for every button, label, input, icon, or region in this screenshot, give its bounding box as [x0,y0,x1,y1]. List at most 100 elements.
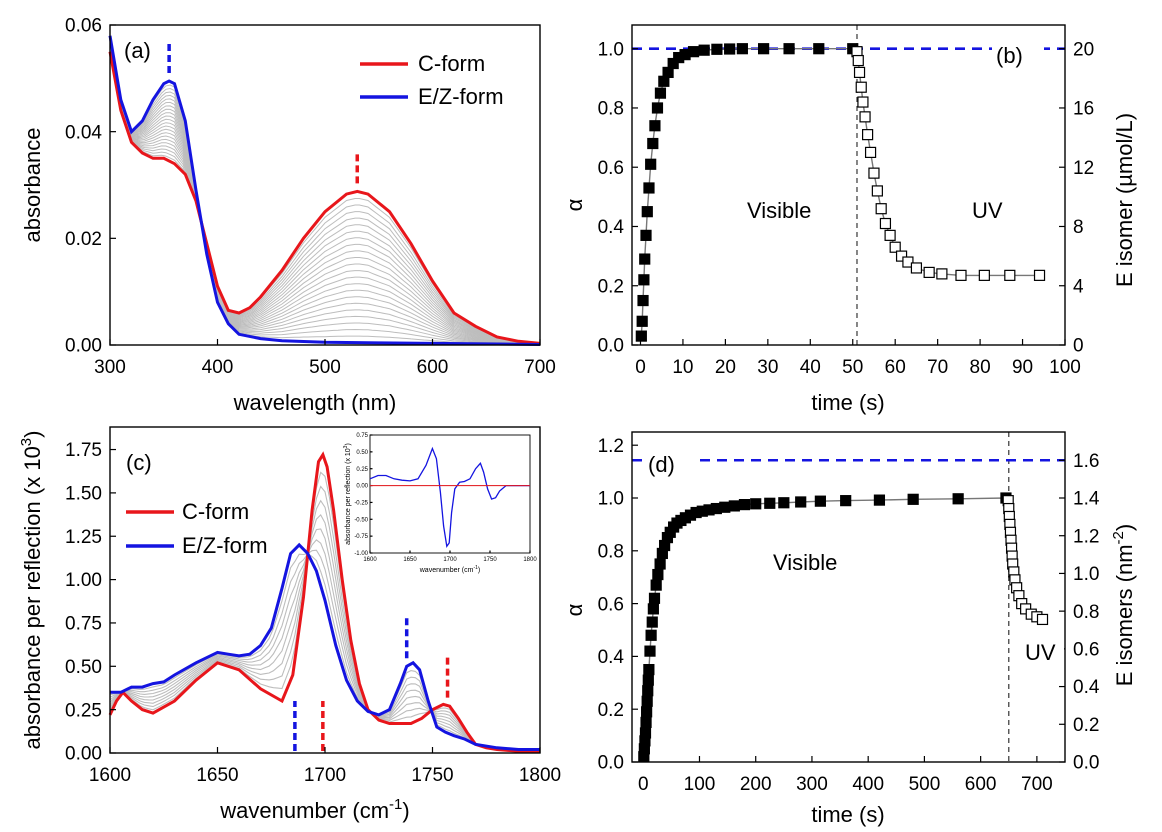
data-point-filled [641,206,653,218]
data-point-open [936,268,948,280]
y-axis-d-tick-label: 0.6 [598,594,624,615]
data-point-filled [750,498,762,510]
x-axis-c-tick-label: 1600 [89,765,131,786]
annotation-visible-d: Visible [773,550,837,575]
intermediate-spectrum-line [109,528,540,751]
data-points-d [638,492,1049,763]
y-ticks-c: 0.00 0.25 0.50 0.75 1.00 1.25 1.50 1.75 [65,440,116,765]
data-point-filled [637,294,649,307]
data-point-filled [719,501,731,513]
x-axis-d-tick-label: 0 [638,774,649,795]
x-axis-d-tick-label: 700 [1021,774,1053,795]
peak-markers-c [293,618,450,751]
data-point-filled [642,674,654,686]
y-axis-c-tick-label: 1.00 [65,570,102,591]
x-axis-a-tick-label: 500 [309,357,341,378]
x-axis-d-tick-label: 500 [909,774,941,795]
y2-axis-d-tick-label: 1.4 [1073,489,1100,510]
intermediate-spectrum-line [109,41,541,345]
y-axis-a-tick-label: 0.00 [65,336,102,357]
data-point-filled [873,494,886,506]
y-axis-a-tick-label: 0.06 [65,16,102,37]
y2-axis-b-tick-label: 20 [1073,39,1094,60]
inset-x-axis-tick-label: 1600 [363,557,377,563]
data-point-filled [650,579,662,591]
x-axis-d-tick-label: 600 [965,774,997,795]
inset-x-axis-tick-label: 1800 [523,557,537,563]
data-point-filled [651,102,664,114]
inset-y-axis-tick-label: -0.25 [354,501,368,507]
x-axis-b-tick-label: 0 [635,357,646,378]
x-axis-c-tick-label: 1750 [411,765,453,786]
data-point-filled [642,685,654,697]
data-points-b [635,43,1046,342]
y-axis-c-tick-label: 1.50 [65,484,102,505]
x-ticks-c: 1600 1650 1700 1750 1800 [89,747,561,786]
x-axis-b-tick-label: 50 [842,357,863,378]
x-ticks-b: 0 10 20 30 40 50 60 70 80 90 100 [635,339,1081,378]
intermediate-spectrum-line [109,46,541,345]
intermediate-spectrum-line [109,47,541,345]
inset-y-axis-tick-label: -0.75 [354,534,368,540]
y-axis-d-tick-label: 0.0 [598,753,624,774]
x-axis-label-b: time (s) [811,390,884,415]
x-axis-b-tick-label: 10 [672,357,693,378]
y-axis-c-tick-label: 0.00 [65,744,102,765]
data-point-open [879,217,892,230]
x-axis-a-tick-label: 400 [202,357,234,378]
legend-label-c-form: C-form [418,51,485,76]
y-axis-c-tick-label: 0.25 [65,700,102,721]
panel-label-b-bg [992,35,1044,69]
intermediate-spectrum-line [109,549,540,751]
plot-c-intermediates [109,471,540,752]
data-point-filled [638,274,650,286]
annotation-uv-d-bg [1022,636,1064,666]
data-point-filled [654,558,666,570]
data-point-filled [813,43,825,55]
y-axis-label-b: α [562,198,587,211]
intermediate-spectrum-line [109,44,541,345]
x-axis-d-tick-label: 200 [740,774,772,795]
data-point-open [864,146,877,159]
panel-label-d: (d) [648,452,675,477]
intermediate-spectrum-line [109,38,541,345]
y-axis-b-tick-label: 0.8 [598,99,624,120]
y2-axis-b-tick-label: 4 [1073,276,1084,297]
inset-y-axis-tick-label: 0.00 [356,484,368,490]
y-axis-b-tick-label: 1.0 [598,39,624,60]
x-axis-d-tick-label: 300 [796,774,828,795]
intermediate-spectrum-line [109,42,541,345]
data-point-filled [647,137,659,150]
intermediate-spectrum-line [109,553,540,751]
x-axis-label-a: wavelength (nm) [233,390,397,415]
data-point-filled [698,44,710,56]
x-axis-c-tick-label: 1650 [196,765,238,786]
peak-markers-a [167,41,359,184]
data-point-filled [645,629,657,641]
x-axis-b-tick-label: 80 [970,357,991,378]
y-axis-d-tick-label: 0.2 [598,700,624,721]
data-point-open [862,129,874,141]
data-point-open [868,167,880,179]
y-axis-b-tick-label: 0.2 [598,276,624,297]
intermediate-spectrum-line [109,48,541,345]
y2-ticks-d: 0.0 0.2 0.4 0.6 0.8 1.0 1.2 1.4 1.6 [1059,451,1100,774]
data-point-filled [687,46,700,58]
plot-b-frame [631,24,1066,346]
inset-y-axis-label: absorbance per reflection (x 103) [343,443,352,545]
inset-x-axis-label: wavenumber (cm-1) [419,565,480,574]
data-point-filled [728,500,740,512]
intermediate-spectrum-line [109,50,541,344]
y-axis-c-tick-label: 0.50 [65,657,102,678]
data-point-filled [641,695,653,707]
data-point-filled [907,493,919,505]
inset-y-axis-tick-label: 0.50 [356,450,368,456]
data-point-open [875,203,887,215]
x-axis-b-tick-label: 70 [927,357,948,378]
inset-y-axis-tick-label: -1.00 [354,551,368,557]
y-axis-d-tick-label: 1.2 [598,436,624,457]
x-axis-d-tick-label: 400 [852,774,884,795]
y-axis-c-tick-label: 1.25 [65,527,102,548]
intermediate-spectrum-line [109,43,541,345]
y2-axis-b-tick-label: 8 [1073,217,1084,238]
